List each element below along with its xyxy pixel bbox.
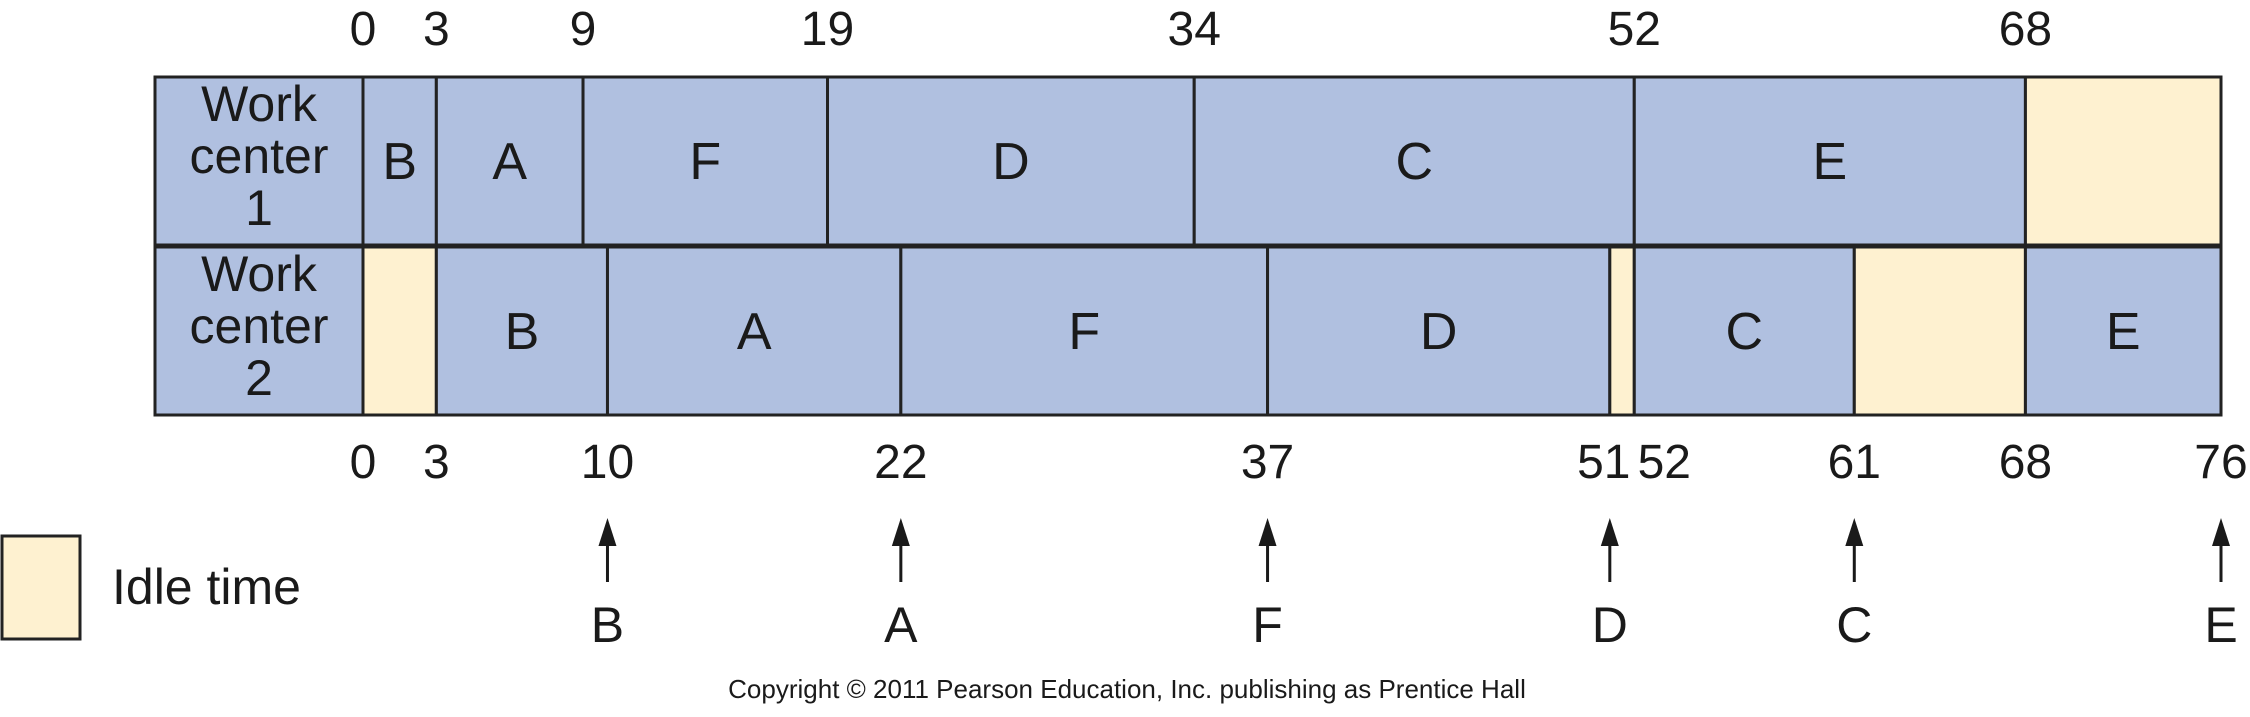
job-block-wc1	[581, 75, 829, 247]
job-label-wc1: D	[992, 133, 1030, 191]
row-label-line: center	[190, 128, 329, 184]
job-label-wc1: C	[1395, 133, 1433, 191]
arrow-head	[891, 518, 910, 546]
job-label-wc1: E	[1812, 133, 1847, 191]
top-tick-label: 52	[1608, 3, 1661, 56]
bottom-tick-label: 76	[2194, 436, 2247, 489]
job-label-wc2: E	[2106, 303, 2141, 361]
job-block-wc2	[899, 245, 1270, 417]
job-block-wc1	[1192, 75, 1636, 247]
bottom-tick-label: 68	[1999, 436, 2052, 489]
top-tick-label: 19	[801, 3, 854, 56]
bottom-tick-label: 22	[874, 436, 927, 489]
bottom-tick-label: 52	[1638, 436, 1691, 489]
job-label-wc1: B	[382, 133, 417, 191]
top-tick-label: 34	[1168, 3, 1221, 56]
arrow-head	[2212, 518, 2230, 546]
legend-label: Idle time	[112, 559, 301, 615]
bottom-tick-label: 61	[1828, 436, 1881, 489]
idle-block-wc2	[361, 245, 438, 417]
bottom-tick-label: 37	[1241, 436, 1294, 489]
job-label-wc2: D	[1420, 303, 1458, 361]
job-label-wc2: C	[1725, 303, 1763, 361]
job-label-wc1: A	[492, 133, 527, 191]
row-label-line: center	[190, 298, 329, 354]
row-label-cell-wc1	[153, 75, 365, 247]
bottom-tick-label: 10	[581, 436, 634, 489]
arrow-head	[1600, 518, 1619, 546]
job-block-wc1	[1632, 75, 2027, 247]
gantt-rows: B A F D C E B A F D C E	[361, 75, 2223, 417]
completion-job-label: E	[2204, 597, 2237, 653]
legend: Idle time	[0, 534, 301, 641]
idle-block-wc2	[1852, 245, 2027, 417]
row-label-line: 2	[245, 350, 273, 406]
bottom-tick-label: 51	[1577, 436, 1630, 489]
top-time-axis: 0 3 9 19 34 52 68	[350, 3, 2052, 56]
completion-job-label: A	[884, 597, 918, 653]
job-block-wc1	[826, 75, 1196, 247]
job-label-wc2: B	[505, 303, 540, 361]
job-label-wc1: F	[689, 133, 721, 191]
row-label-cell-wc2	[153, 245, 365, 417]
top-tick-label: 3	[423, 3, 450, 56]
idle-block-wc1	[2023, 75, 2223, 247]
bottom-time-axis: 0 3 10 22 37 51 52 61 68 76	[350, 436, 2248, 489]
arrow-head	[598, 518, 617, 546]
arrow-head	[1258, 518, 1277, 546]
job-block-wc1	[434, 75, 585, 247]
top-tick-label: 9	[570, 3, 597, 56]
completion-job-label: B	[591, 597, 624, 653]
row-label-line: 1	[245, 180, 273, 236]
copyright: Copyright © 2011 Pearson Education, Inc.…	[728, 674, 1526, 704]
job-block-wc2	[2023, 245, 2223, 417]
completion-job-label: D	[1592, 597, 1628, 653]
row-label-line: Work	[201, 246, 318, 302]
bottom-tick-label: 3	[423, 436, 450, 489]
top-tick-label: 68	[1999, 3, 2052, 56]
completion-job-label: C	[1836, 597, 1872, 653]
legend-idle-swatch	[0, 534, 82, 641]
completion-job-label: F	[1252, 597, 1283, 653]
job-block-wc2	[434, 245, 609, 417]
job-block-wc2	[1266, 245, 1612, 417]
bottom-tick-label: 0	[350, 436, 377, 489]
job-label-wc2: A	[737, 303, 772, 361]
arrow-head	[1845, 518, 1864, 546]
job-label-wc2: F	[1068, 303, 1100, 361]
job-block-wc2	[605, 245, 903, 417]
row-label-line: Work	[201, 76, 318, 132]
idle-block-wc2	[1608, 245, 1636, 417]
top-tick-label: 0	[350, 3, 377, 56]
